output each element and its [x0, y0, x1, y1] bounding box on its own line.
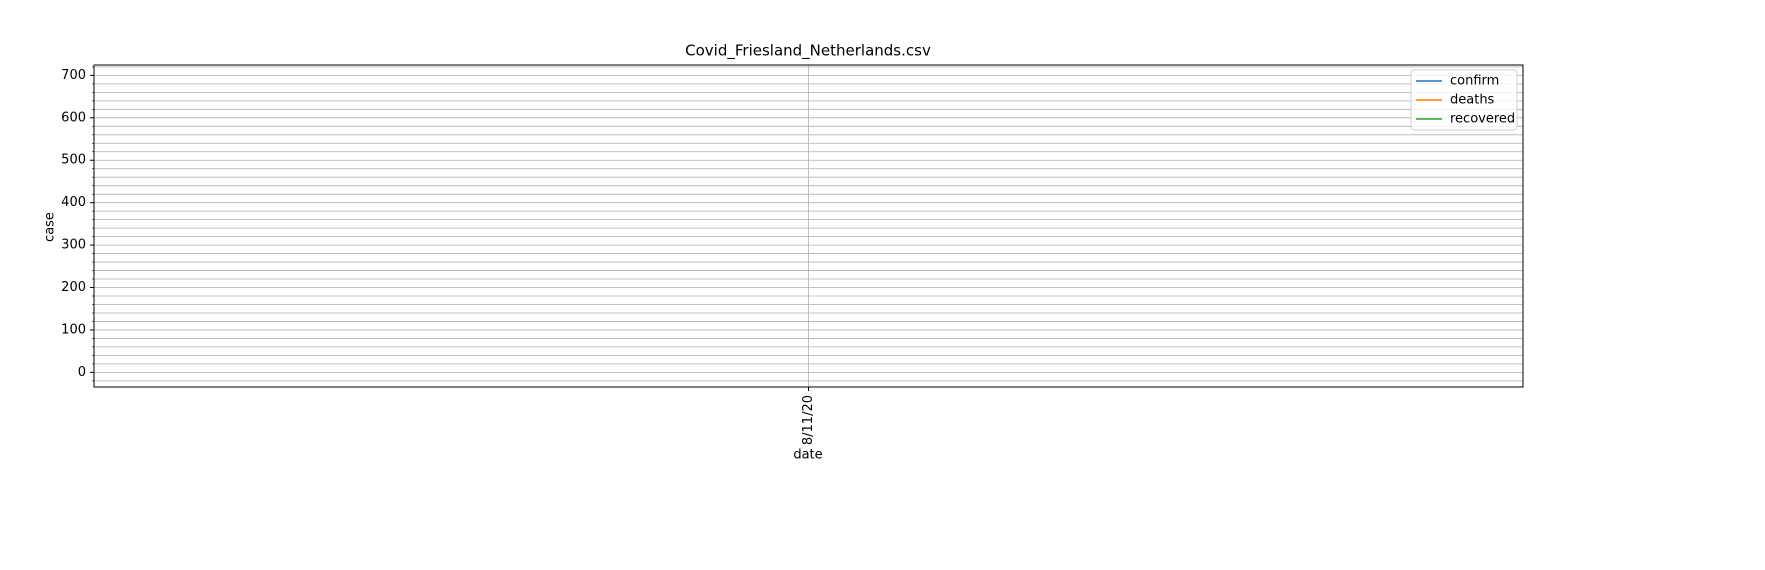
legend-box — [1410, 69, 1518, 131]
y-tick-label: 600 — [61, 110, 86, 125]
y-axis-label: case — [43, 212, 58, 242]
y-tick-label: 400 — [61, 195, 86, 210]
legend-label: recovered — [1450, 112, 1515, 127]
x-tick-label: 8/11/20 — [801, 395, 816, 445]
y-tick-label: 200 — [61, 280, 86, 295]
y-tick-label: 300 — [61, 238, 86, 253]
plot-frame — [93, 64, 1524, 388]
y-tick-label: 0 — [78, 365, 86, 380]
legend-label: confirm — [1450, 74, 1499, 89]
chart-title: Covid_Friesland_Netherlands.csv — [685, 42, 931, 61]
legend-label: deaths — [1450, 93, 1495, 108]
y-tick-label: 500 — [61, 153, 86, 168]
y-tick-label: 700 — [61, 68, 86, 83]
x-axis-label: date — [793, 448, 822, 463]
y-tick-label: 100 — [61, 322, 86, 337]
